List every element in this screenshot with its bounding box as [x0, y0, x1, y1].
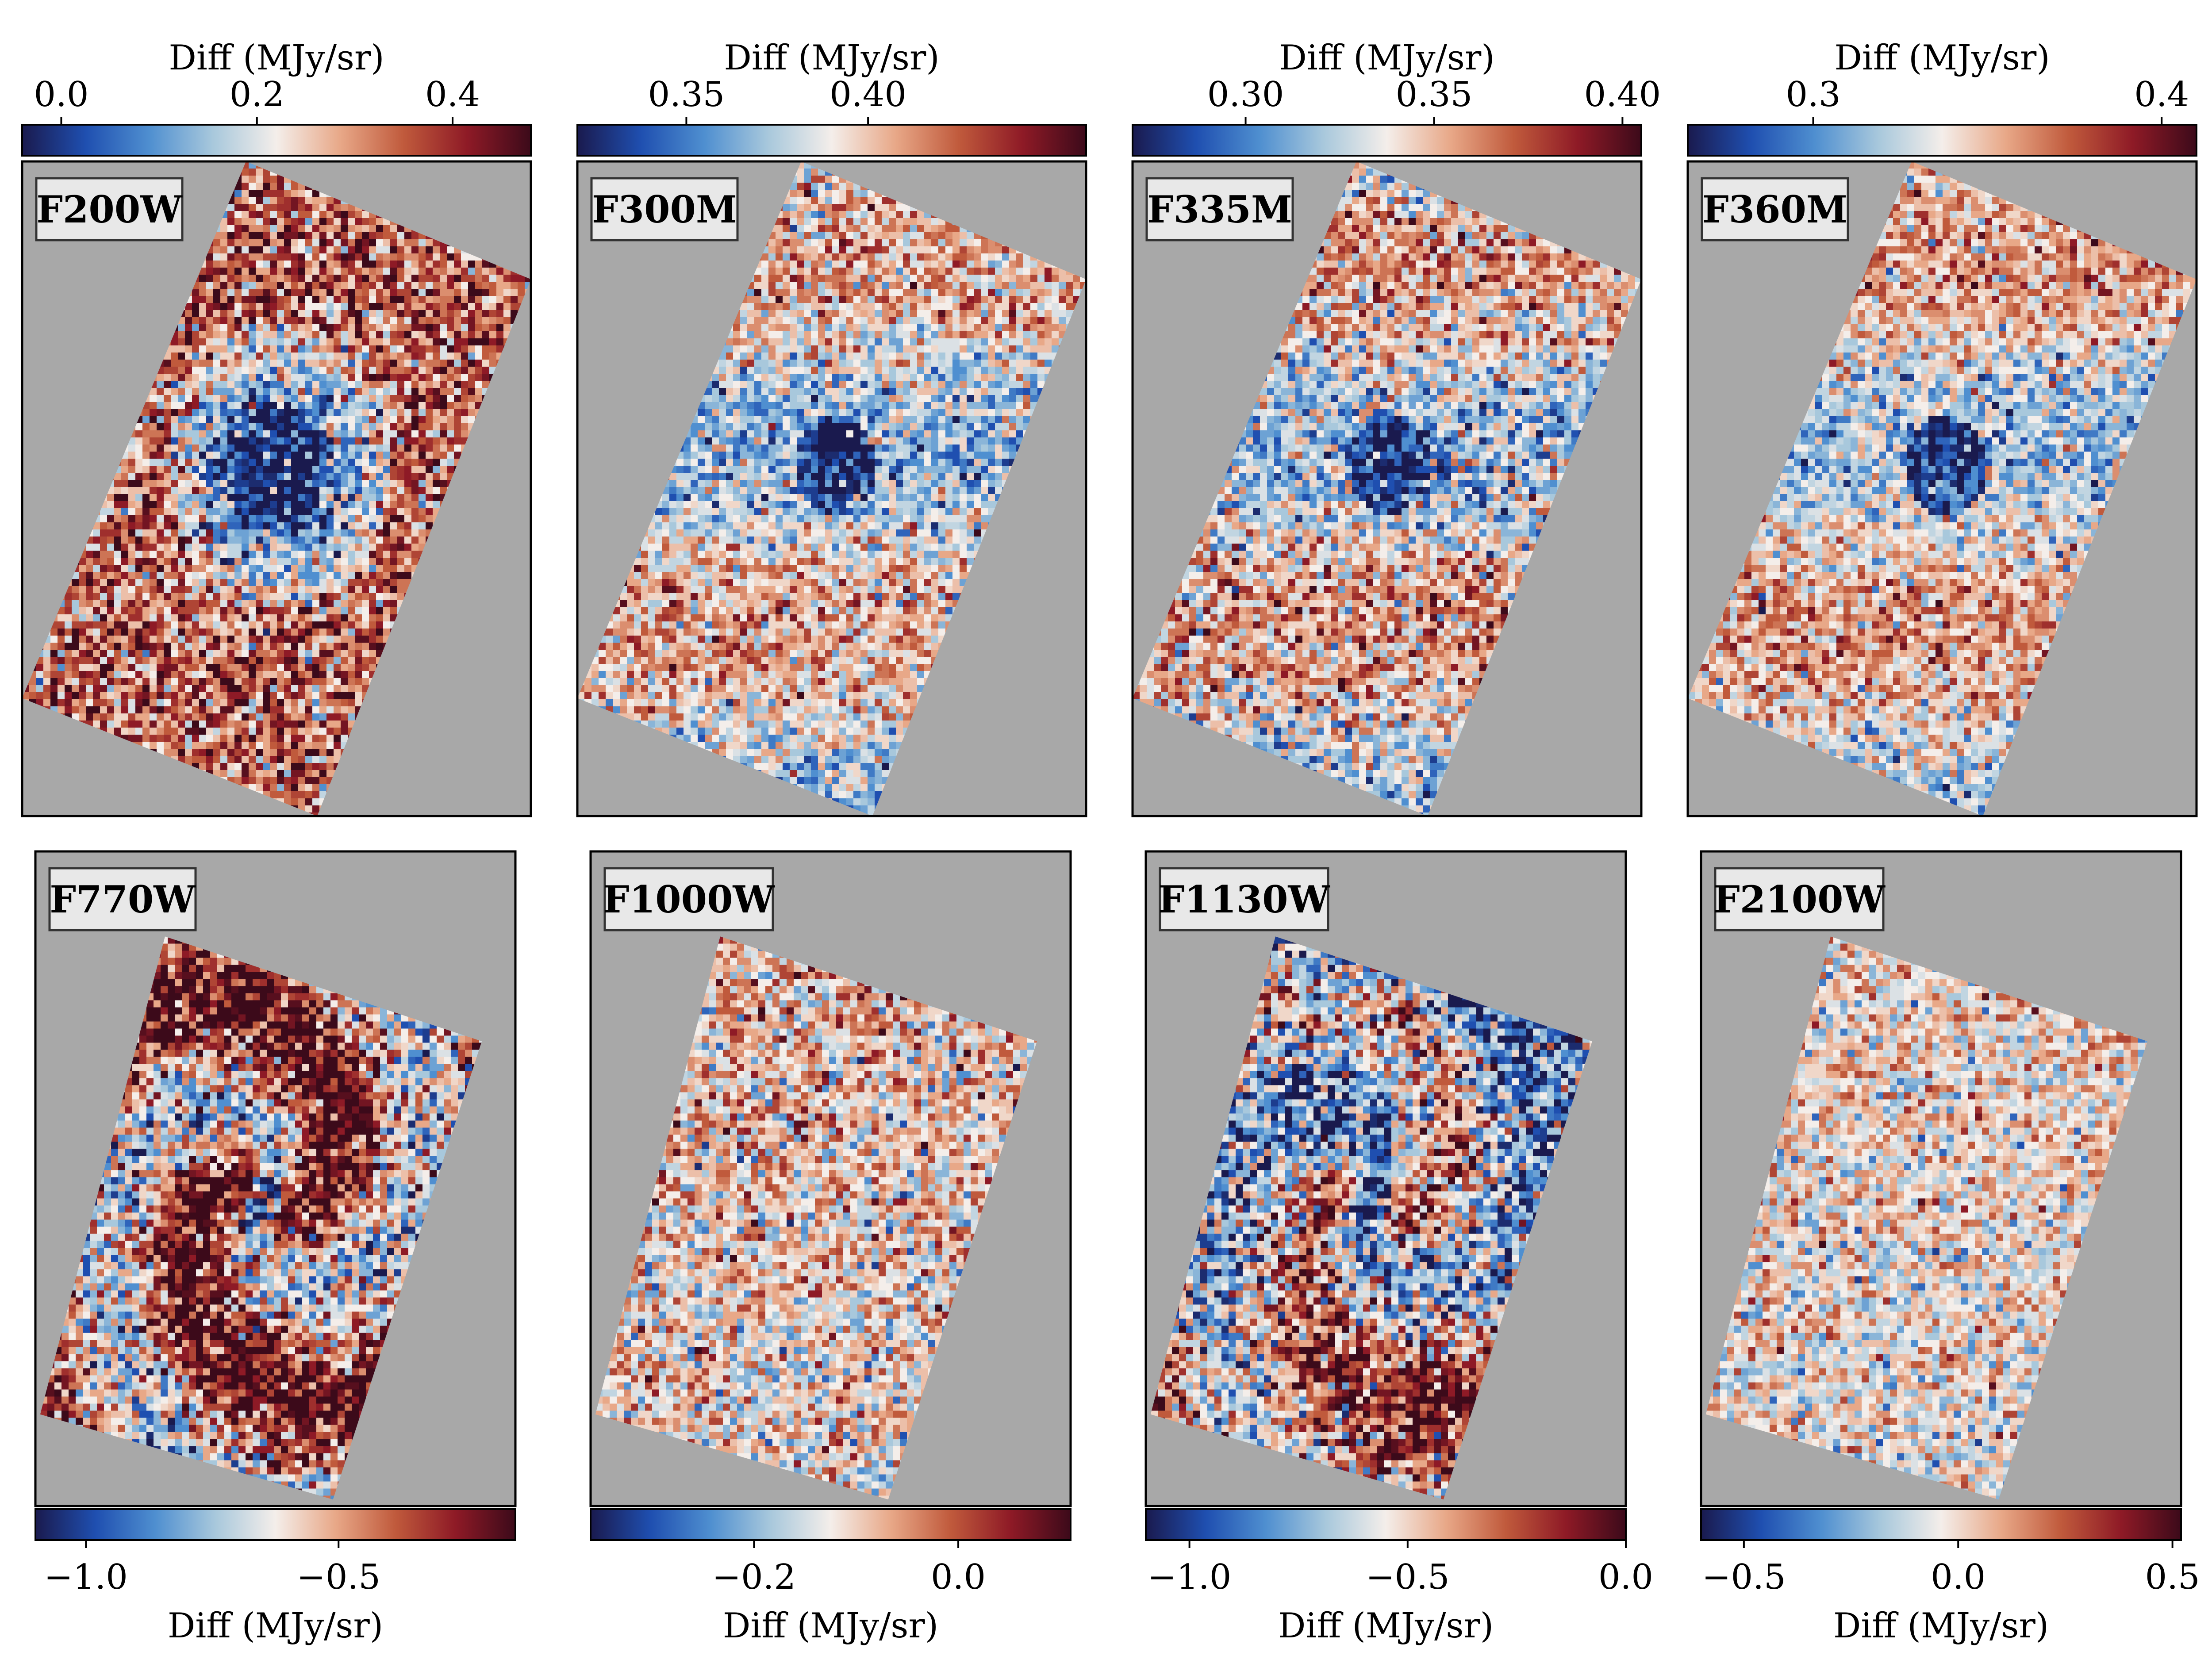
- colorbar-label-f2100w: Diff (MJy/sr): [1833, 1606, 2049, 1646]
- colorbar-label-f335m: Diff (MJy/sr): [1279, 38, 1494, 78]
- colorbar-label-f300m: Diff (MJy/sr): [724, 38, 939, 78]
- colorbar-f1000w: [590, 1508, 1071, 1541]
- filter-label-f335m: F335M: [1147, 188, 1292, 231]
- panel-f1130w: −1.0 −0.5 0.0 Diff (MJy/sr) F1130W: [1144, 850, 1653, 1646]
- filter-label-f2100w: F2100W: [1713, 878, 1886, 921]
- filter-label-box-f360m: [1701, 177, 1849, 241]
- panel-frame-f2100w: [1700, 850, 2182, 1507]
- colorbar-f770w: [35, 1508, 516, 1541]
- filter-label-box-f1000w: [603, 867, 774, 931]
- panel-f770w: −1.0 −0.5 Diff (MJy/sr) F770W: [34, 850, 517, 1646]
- filter-label-box-f200w: [35, 177, 184, 241]
- filter-label-box-f335m: [1145, 177, 1294, 241]
- colorbar-label-f1130w: Diff (MJy/sr): [1278, 1606, 1494, 1646]
- colorbar-tick-label-f2100w: −0.5: [1702, 1557, 1786, 1597]
- filter-label-box-f2100w: [1714, 867, 1885, 931]
- filter-label-box-f770w: [48, 867, 197, 931]
- colorbar-tick-label-f360m: 0.3: [1786, 75, 1841, 115]
- colorbar-f300m: [576, 124, 1087, 157]
- colorbar-tick-label-f770w: −1.0: [44, 1557, 128, 1597]
- panel-frame-f770w: [34, 850, 517, 1507]
- panel-frame-f1130w: [1144, 850, 1627, 1507]
- colorbar-f335m: [1132, 124, 1642, 157]
- panel-frame-f300m: [576, 160, 1087, 817]
- colorbar-tick-label-f200w: 0.0: [34, 75, 88, 115]
- colorbar-tick-label-f335m: 0.30: [1207, 75, 1284, 115]
- colorbar-tick-label-f1130w: −0.5: [1366, 1557, 1449, 1597]
- colorbar-tick-label-f200w: 0.2: [230, 75, 284, 115]
- panel-frame-f360m: [1686, 160, 2198, 817]
- colorbar-tick-label-f360m: 0.4: [2134, 75, 2189, 115]
- colorbar-tick-label-f2100w: 0.5: [2145, 1557, 2200, 1597]
- filter-label-f1000w: F1000W: [603, 878, 775, 921]
- colorbar-tick-label-f1000w: −0.2: [712, 1557, 796, 1597]
- colorbar-tick-label-f300m: 0.40: [830, 75, 906, 115]
- colorbar-tick-label-f1130w: 0.0: [1598, 1557, 1653, 1597]
- colorbar-tick-label-f1130w: −1.0: [1148, 1557, 1231, 1597]
- panel-f1000w: −0.2 0.0 Diff (MJy/sr) F1000W: [589, 850, 1072, 1646]
- filter-label-f200w: F200W: [36, 188, 183, 231]
- colorbar-tick-label-f1000w: 0.0: [931, 1557, 986, 1597]
- colorbar-label-f770w: Diff (MJy/sr): [168, 1606, 383, 1646]
- filter-label-f300m: F300M: [592, 188, 737, 231]
- colorbar-tick-label-f770w: −0.5: [297, 1557, 380, 1597]
- colorbar-f1130w: [1145, 1508, 1627, 1541]
- colorbar-tick-label-f335m: 0.35: [1396, 75, 1473, 115]
- panel-f335m: 0.30 0.35 0.40 Diff (MJy/sr) F335M: [1131, 38, 1661, 817]
- colorbar-f2100w: [1700, 1508, 2182, 1541]
- diff-map-f1000w: [595, 936, 1037, 1500]
- panel-f200w: 0.0 0.2 0.4 Diff (MJy/sr) F200W: [21, 38, 532, 817]
- panel-frame-f335m: [1131, 160, 1643, 817]
- panel-frame-f200w: [21, 160, 532, 817]
- colorbar-tick-label-f300m: 0.35: [648, 75, 725, 115]
- colorbar-tick-label-f335m: 0.40: [1584, 75, 1661, 115]
- filter-label-box-f300m: [590, 177, 739, 241]
- colorbar-f200w: [21, 124, 532, 157]
- panel-f2100w: −0.5 0.0 0.5 Diff (MJy/sr) F2100W: [1700, 850, 2200, 1646]
- colorbar-tick-label-f2100w: 0.0: [1931, 1557, 1985, 1597]
- filter-label-f1130w: F1130W: [1158, 878, 1330, 921]
- filter-label-box-f1130w: [1159, 867, 1329, 931]
- panel-frame-f1000w: [589, 850, 1072, 1507]
- panel-f360m: 0.3 0.4 Diff (MJy/sr) F360M: [1686, 38, 2198, 817]
- colorbar-label-f1000w: Diff (MJy/sr): [723, 1606, 938, 1646]
- colorbar-tick-label-f200w: 0.4: [425, 75, 480, 115]
- colorbar-label-f360m: Diff (MJy/sr): [1834, 38, 2050, 78]
- filter-label-f360m: F360M: [1702, 188, 1847, 231]
- filter-label-f770w: F770W: [50, 878, 196, 921]
- colorbar-label-f200w: Diff (MJy/sr): [169, 38, 384, 78]
- colorbar-f360m: [1687, 124, 2197, 157]
